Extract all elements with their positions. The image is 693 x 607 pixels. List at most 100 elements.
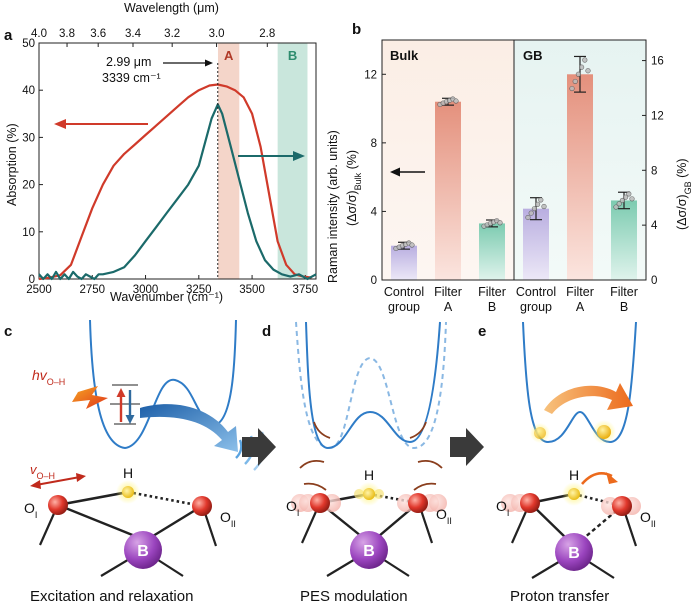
annotation-wavenumber: 3339 cm⁻¹ <box>102 71 161 85</box>
y-tick-label: 40 <box>22 85 35 97</box>
bond-o1-down <box>38 508 58 546</box>
category-label: A <box>444 300 453 314</box>
caption-c: Excitation and relaxation <box>30 588 193 605</box>
bond-b-right <box>154 557 184 577</box>
original-pes-curve <box>295 321 447 450</box>
panel-c: c hvO–H vO–H B H OI OII Excitation and rela… <box>4 319 266 605</box>
series-teal-line <box>38 103 317 281</box>
molecule-e: B H OI OII <box>496 467 656 579</box>
excitation-arrowhead <box>116 388 126 397</box>
oxygen-atom-1 <box>310 493 330 513</box>
molecule-d: B H OI OII <box>286 467 452 577</box>
vibration-curve-arrow-icon <box>303 482 327 491</box>
data-point <box>534 201 541 207</box>
category-label: Control <box>384 285 424 299</box>
category-label: Filter <box>478 285 506 299</box>
bond-o1-b <box>57 503 136 538</box>
top-tick-label: 3.8 <box>59 28 75 40</box>
band-label-A: A <box>224 48 234 63</box>
panel-label-b: b <box>352 21 361 38</box>
data-point <box>569 85 575 92</box>
vibration-curve-arrow-icon <box>417 459 443 469</box>
category-label: group <box>388 300 420 314</box>
annotation-wavelength: 2.99 μm <box>106 55 151 69</box>
y-tick-label: 50 <box>22 38 35 50</box>
group-label-gb: GB <box>523 48 543 63</box>
left-tick-label: 0 <box>371 275 377 287</box>
hydrogen-label: H <box>123 465 133 481</box>
panel-label-a: a <box>4 27 13 44</box>
x-axis-label: Wavenumber (cm⁻¹) <box>110 290 223 304</box>
x-tick-label: 2750 <box>79 284 105 296</box>
category-label: Control <box>516 285 556 299</box>
right-tick-label: 12 <box>651 110 664 122</box>
top-tick-label: 2.8 <box>259 28 275 40</box>
caption-e: Proton transfer <box>510 588 609 605</box>
top-axis-label: Wavelength (μm) <box>124 1 219 15</box>
band-label-B: B <box>288 48 297 63</box>
right-tick-label: 16 <box>651 56 664 68</box>
plot-frame-a <box>38 42 317 280</box>
panel-label-e: e <box>478 323 486 340</box>
hydrogen-atom <box>363 488 375 500</box>
vibration-curve-arrow-icon <box>413 482 437 491</box>
proton-ball-initial <box>534 427 546 439</box>
data-point <box>613 204 619 210</box>
x-tick-label: 3000 <box>133 284 159 296</box>
hydrogen-atom <box>122 486 134 498</box>
oxygen-atom-1 <box>520 493 540 513</box>
photon-energy-label: hvO–H <box>32 367 65 387</box>
proton-hop-arrow <box>544 383 633 414</box>
data-point <box>531 206 538 212</box>
annotation-arrowhead <box>205 59 213 67</box>
data-point <box>619 197 626 204</box>
energy-transfer-arrow <box>140 404 238 452</box>
left-axis-indicator-arrowhead <box>390 167 400 177</box>
left-tick-label: 4 <box>371 206 378 218</box>
curve-arrow-icon <box>313 421 331 439</box>
transition-arrow-1 <box>242 428 276 466</box>
panel-e: e B H OI OII Proton transfer <box>478 321 656 605</box>
data-point <box>528 210 534 216</box>
x-tick-label: 3500 <box>239 284 265 296</box>
bond-b-left <box>326 557 358 577</box>
category-label: group <box>520 300 552 314</box>
oxygen-atom-2 <box>612 496 632 516</box>
data-point <box>525 214 531 221</box>
vibration-arrowhead-right <box>76 473 86 482</box>
oxygen-label-2: OII <box>640 509 656 529</box>
y-axis-label: Absorption (%) <box>5 123 19 206</box>
panel-d: d B H OI OII PES modulation <box>262 321 452 605</box>
category-label: B <box>488 300 496 314</box>
bond-o2-down <box>418 506 434 544</box>
panel-b: b ControlgroupFilterAFilterBControlgroup… <box>326 21 693 314</box>
data-point <box>622 194 629 200</box>
bar <box>567 74 593 281</box>
boron-atom <box>350 531 388 569</box>
relaxation-arrowhead <box>125 415 135 424</box>
molecule-c: B H OI OII <box>24 465 236 577</box>
bond-o2-down <box>202 509 218 547</box>
top-tick-label: 3.2 <box>164 28 180 40</box>
proton-transfer-arrowhead <box>606 472 618 484</box>
bond-b-right <box>585 559 615 579</box>
bond-o1-down <box>300 506 320 544</box>
data-point <box>575 71 582 77</box>
top-tick-label: 3.4 <box>125 28 142 40</box>
top-tick-label: 3.0 <box>209 28 225 40</box>
vibration-label: vO–H <box>30 462 55 481</box>
y-tick-label: 30 <box>22 132 35 144</box>
series-red-line <box>38 83 312 281</box>
boron-atom <box>555 533 593 571</box>
boron-label: B <box>137 543 149 560</box>
boron-label: B <box>363 543 375 560</box>
bar-layer: ControlgroupFilterAFilterBControlgroupFi… <box>384 55 638 314</box>
band-B <box>277 43 308 279</box>
potential-well-curve <box>89 319 237 450</box>
panel-label-c: c <box>4 323 12 340</box>
data-point <box>585 68 591 74</box>
oxygen-label-2: OII <box>436 506 452 526</box>
bond-b-left <box>531 559 563 579</box>
